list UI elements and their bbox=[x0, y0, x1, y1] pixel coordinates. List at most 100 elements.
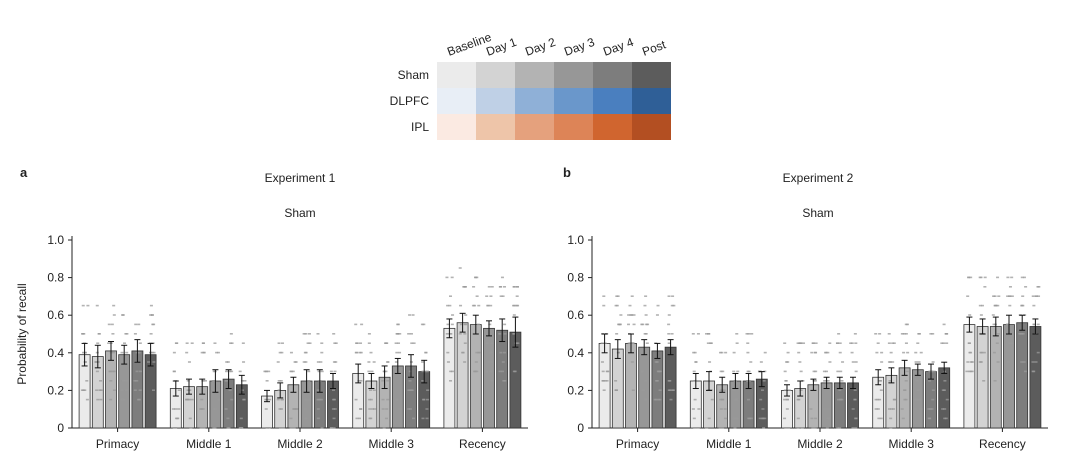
subject-dot bbox=[359, 380, 363, 382]
subject-dot bbox=[1022, 276, 1026, 279]
subject-dot bbox=[292, 427, 296, 429]
subject-dot bbox=[669, 398, 673, 401]
subject-dot bbox=[95, 351, 99, 354]
subject-dot bbox=[945, 398, 949, 401]
subject-dot bbox=[458, 267, 462, 269]
subject-dot bbox=[811, 427, 815, 429]
subject-dot bbox=[732, 370, 736, 373]
subject-dot bbox=[149, 333, 153, 335]
legend-row-label: Sham bbox=[398, 68, 429, 82]
subject-dot bbox=[211, 389, 215, 391]
subject-dot bbox=[928, 380, 932, 382]
subject-dot bbox=[359, 408, 363, 410]
subject-dot bbox=[333, 342, 337, 344]
subject-dot bbox=[109, 398, 113, 401]
subject-dot bbox=[355, 351, 359, 354]
subject-dot bbox=[95, 304, 99, 307]
subject-dot bbox=[904, 342, 908, 344]
subject-dot bbox=[810, 351, 814, 354]
subject-dot bbox=[384, 417, 388, 420]
subject-dot bbox=[693, 398, 697, 401]
subject-dot bbox=[224, 408, 228, 410]
subject-dot bbox=[190, 398, 194, 401]
subject-dot bbox=[137, 351, 141, 354]
subject-dot bbox=[367, 333, 371, 335]
subject-dot bbox=[217, 398, 221, 401]
subject-dot bbox=[109, 370, 113, 373]
subject-dot bbox=[746, 342, 750, 344]
y-tick-label: 0.2 bbox=[47, 383, 64, 397]
subject-dot bbox=[175, 342, 179, 344]
subject-dot bbox=[931, 333, 935, 335]
subject-dot bbox=[667, 342, 671, 344]
subject-dot bbox=[267, 370, 271, 373]
subject-dot bbox=[969, 351, 973, 354]
subject-dot bbox=[1008, 342, 1012, 344]
subject-dot bbox=[1018, 333, 1022, 335]
subject-dot bbox=[787, 389, 791, 391]
subject-dot bbox=[202, 427, 206, 429]
subject-dot bbox=[722, 389, 726, 391]
legend-swatch bbox=[554, 62, 593, 88]
subject-dot bbox=[839, 370, 843, 373]
subject-dot bbox=[201, 342, 205, 344]
subject-dot bbox=[112, 389, 116, 391]
legend-row-label: DLPFC bbox=[390, 94, 430, 108]
legend-swatch bbox=[554, 114, 593, 140]
subject-dot bbox=[810, 417, 814, 420]
subject-dot bbox=[822, 370, 826, 373]
subject-dot bbox=[919, 408, 923, 410]
subject-dot bbox=[112, 314, 116, 316]
x-category-label: Middle 2 bbox=[797, 437, 843, 451]
subject-dot bbox=[668, 380, 672, 382]
subject-dot bbox=[229, 333, 233, 335]
subject-dot bbox=[120, 389, 124, 391]
subject-dot bbox=[889, 417, 893, 420]
panel-b-chart: b Experiment 2 Sham 0 0.2 0.4 0.6 0.8 1.0 Primacy… bbox=[563, 165, 1048, 451]
subject-dot bbox=[147, 361, 151, 363]
subject-dot bbox=[203, 380, 207, 382]
subject-dot bbox=[837, 398, 841, 401]
subject-dot bbox=[368, 417, 372, 420]
subject-dot bbox=[931, 361, 935, 363]
bar bbox=[807, 384, 820, 429]
subject-dot bbox=[747, 370, 751, 373]
subject-dot bbox=[718, 427, 722, 429]
subject-dot bbox=[381, 408, 385, 410]
subject-dot bbox=[138, 370, 142, 373]
subject-dot bbox=[889, 351, 893, 354]
subject-dot bbox=[996, 276, 1000, 279]
legend-swatch bbox=[515, 88, 554, 114]
subject-dot bbox=[303, 408, 307, 410]
subject-dot bbox=[658, 398, 662, 401]
subject-dot bbox=[851, 361, 855, 363]
legend-swatch bbox=[632, 88, 671, 114]
subject-dot bbox=[671, 389, 675, 391]
subject-dot bbox=[749, 361, 753, 363]
subject-dot bbox=[733, 417, 737, 420]
subject-dot bbox=[838, 389, 842, 391]
subject-dot bbox=[186, 398, 190, 401]
subject-dot bbox=[824, 351, 828, 354]
subject-dot bbox=[653, 398, 657, 401]
subject-dot bbox=[96, 342, 100, 344]
subject-dot bbox=[99, 398, 103, 401]
subject-dot bbox=[304, 389, 308, 391]
subject-dot bbox=[1032, 323, 1036, 326]
subject-dot bbox=[292, 408, 296, 410]
subject-dot bbox=[914, 351, 918, 354]
subject-dot bbox=[965, 370, 969, 373]
subject-dot bbox=[901, 417, 905, 420]
bar bbox=[443, 327, 456, 429]
subject-dot bbox=[107, 342, 111, 344]
subject-dot bbox=[332, 417, 336, 420]
y-tick-label: 0 bbox=[57, 421, 64, 435]
subject-dot bbox=[125, 333, 129, 335]
subject-dot bbox=[485, 370, 489, 373]
subject-dot bbox=[513, 304, 517, 307]
subject-dot bbox=[97, 333, 101, 335]
subject-dot bbox=[394, 361, 398, 363]
subject-dot bbox=[992, 323, 996, 326]
subject-dot bbox=[797, 351, 801, 354]
subject-dot bbox=[1006, 323, 1010, 326]
